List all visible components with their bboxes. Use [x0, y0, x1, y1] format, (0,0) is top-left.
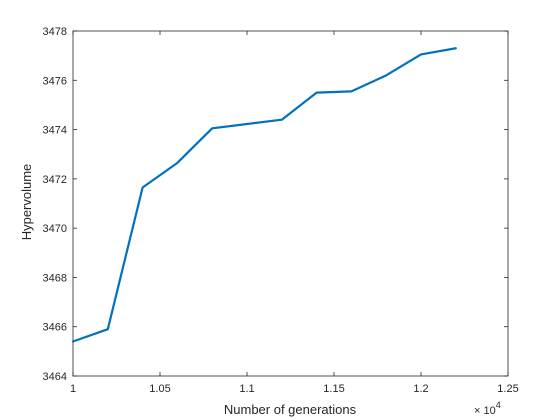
y-tick-label: 3474: [43, 125, 67, 137]
x-tick-label: 1.1: [239, 383, 254, 395]
plot-area: [72, 30, 509, 377]
x-exponent-base: × 10: [474, 405, 496, 417]
y-tick-label: 3472: [43, 174, 67, 186]
x-axis: 1 1.05 1.1 1.15 1.2 1.25: [70, 31, 519, 395]
y-tick-label: 3466: [43, 322, 67, 334]
y-axis-label: Hypervolume: [19, 164, 34, 241]
x-tick-label: 1: [70, 383, 76, 395]
y-tick-label: 3470: [43, 223, 67, 235]
y-tick-label: 3476: [43, 75, 67, 87]
x-exponent-power: 4: [496, 400, 501, 410]
x-tick-label: 1.15: [323, 383, 344, 395]
x-exponent-label: × 104: [474, 400, 501, 417]
x-tick-label: 1.2: [413, 383, 428, 395]
x-tick-label: 1.05: [149, 383, 170, 395]
plot-frame: [72, 30, 509, 377]
y-tick-label: 3478: [43, 26, 67, 38]
x-tick-label: 1.25: [497, 383, 518, 395]
series-layer: [71, 47, 457, 343]
y-axis: 3464 3466 3468 3470 3472 3474 3476 3478: [43, 26, 508, 383]
y-tick-label: 3464: [43, 371, 67, 383]
y-tick-label: 3468: [43, 272, 67, 284]
series-line: [71, 47, 457, 343]
x-axis-label: Number of generations: [224, 402, 357, 417]
